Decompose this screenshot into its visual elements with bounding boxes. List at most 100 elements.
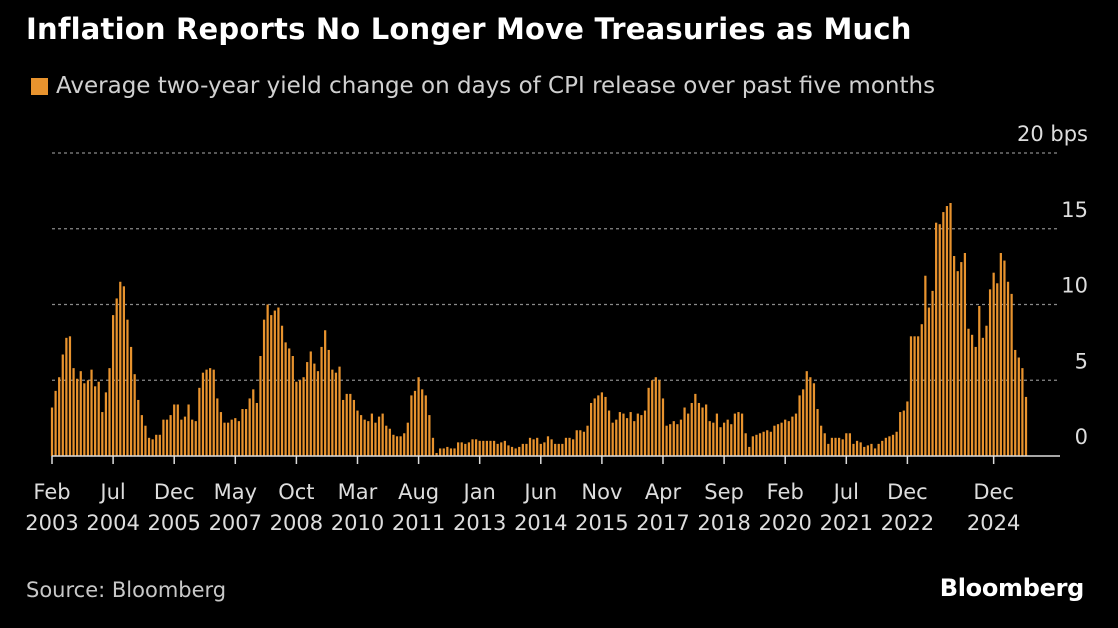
bar [866,445,869,456]
bar [877,443,880,456]
bar [665,425,668,456]
bar [439,448,442,456]
bar [572,439,575,456]
bar [658,380,661,456]
bar [255,402,258,456]
bar [237,421,241,456]
bar [187,404,190,456]
bar [324,330,327,456]
bar [988,289,992,456]
x-tick-label-year: 2005 [147,511,200,535]
bar [316,371,320,456]
bar [554,443,557,456]
x-tick-label-month: Apr [645,480,682,504]
bar [108,368,111,456]
bar [334,372,338,456]
y-tick-label: 10 [1061,274,1088,298]
source-note: Source: Bloomberg [26,578,227,602]
bar [417,377,420,456]
bar [600,392,604,456]
bar [467,442,471,456]
bar [579,430,582,456]
bar [50,407,54,456]
bar [309,351,312,456]
bar [435,452,438,456]
bar [708,421,711,456]
bar [974,346,977,456]
bar [363,419,366,456]
bar [568,437,571,456]
bar [820,425,823,456]
bar [176,404,179,456]
x-axis: Feb 2003 Jul 2004 Dec 2005 May 2007 Oct 2008 Mar 20… [25,455,1060,535]
bar [985,325,988,456]
bar [802,389,805,456]
bar [302,377,305,456]
bar [201,372,205,456]
bar [471,439,474,456]
x-tick-label-month: Dec [154,480,195,504]
y-tick-label: 0 [1075,425,1088,449]
bar [503,440,506,456]
bar [636,413,639,456]
bar [737,412,740,456]
bar [769,431,772,456]
bar [356,410,359,456]
bar [888,436,891,456]
bar [306,362,309,456]
bar [755,434,758,456]
bar [827,443,830,456]
bar [288,348,291,456]
x-tick-label-month: Dec [887,480,928,504]
bar [694,393,697,456]
bar [773,425,776,456]
bar [392,434,395,456]
bar [740,413,744,456]
bar [931,290,934,456]
bar [162,419,165,456]
x-tick-label-year: 2004 [86,511,139,535]
bar [280,325,284,456]
x-tick-label-month: Feb [33,480,70,504]
bar [855,440,859,456]
bar [399,436,402,456]
y-tick-label: 5 [1075,349,1088,373]
bar [762,431,765,456]
bar [421,389,424,456]
x-tick-label-month: Nov [581,480,622,504]
bar [823,433,826,456]
bar [270,315,273,456]
bar [338,366,341,456]
bar [798,395,801,456]
bar [126,319,129,456]
y-axis-labels: 20 bps 15 10 5 0 [1017,122,1088,449]
bar [643,410,647,456]
bar [489,440,492,456]
y-tick-label: 20 bps [1017,122,1088,146]
bar [65,337,68,456]
bar [68,336,72,456]
bar [94,386,97,456]
bar [431,437,435,456]
bar [119,281,122,456]
bar [209,368,212,456]
bar [266,304,269,456]
bar [902,410,905,456]
bar [945,206,949,456]
bar [284,342,287,457]
bar [978,306,981,456]
bloomberg-logo: Bloomberg [939,574,1085,602]
bar [485,440,488,456]
bar [640,415,643,456]
bar [1024,396,1028,456]
bar [460,442,463,456]
bar [482,440,485,456]
bar [726,419,729,456]
x-tick-label-year: 2022 [881,511,934,535]
x-tick-label-year: 2007 [209,511,262,535]
bar [758,433,762,456]
bar [539,443,542,456]
x-tick-label-year: 2017 [636,511,689,535]
bar [1010,293,1013,456]
